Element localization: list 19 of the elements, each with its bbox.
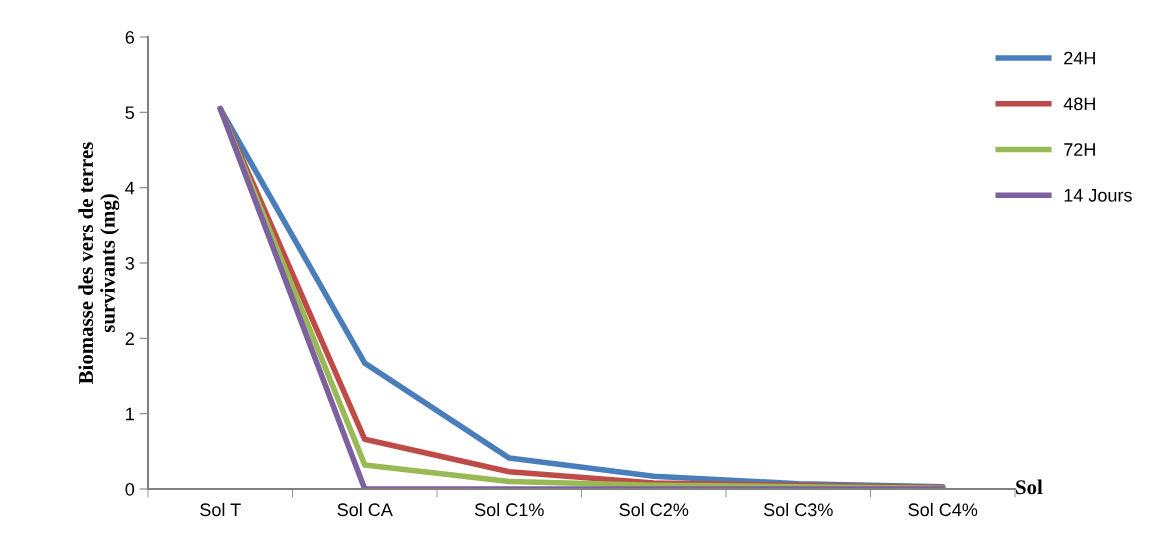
y-tick-label: 3	[125, 256, 135, 270]
x-tick-label: Sol CA	[337, 502, 393, 517]
y-tick-label: 1	[126, 407, 134, 421]
x-tick-label: Sol T	[200, 502, 241, 517]
x-tick-label: Sol C2%	[619, 502, 689, 517]
y-tick-label: 0	[125, 482, 135, 496]
y-tick-label: 6	[125, 30, 135, 44]
legend-label: 72H	[1064, 143, 1095, 156]
x-axis-title: Sol	[1016, 479, 1043, 495]
y-tick-label: 2	[125, 332, 134, 345]
legend-label: 24H	[1064, 51, 1095, 65]
y-tick-label: 5	[125, 106, 135, 120]
legend-label: 14 Jours	[1064, 189, 1132, 202]
x-tick-label: Sol C3%	[763, 502, 833, 517]
y-tick-label: 4	[125, 181, 135, 195]
legend-label: 48H	[1063, 97, 1095, 111]
x-tick-label: Sol C4%	[908, 502, 978, 517]
y-axis-title: Biomasse des vers de terres survivants (mg)	[78, 142, 120, 384]
x-tick-label: Sol C1%	[474, 502, 544, 517]
